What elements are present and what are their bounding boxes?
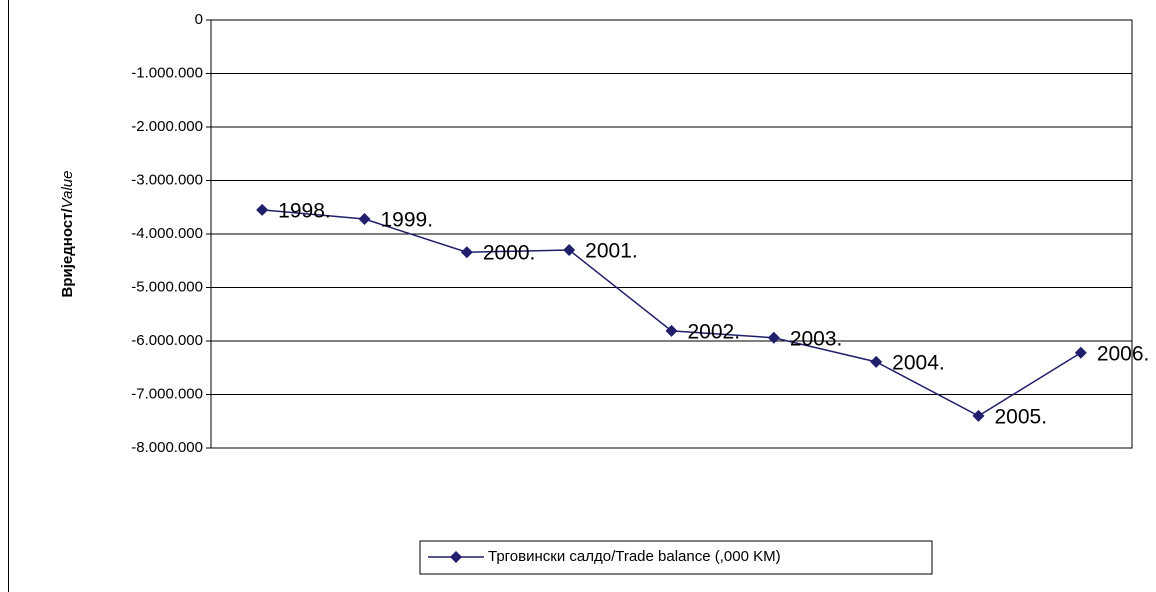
point-label: 2001. — [585, 240, 638, 263]
y-tick-label: -7.000.000 — [131, 385, 203, 402]
legend-label: Трговински салдо/Trade balance (,000 KM) — [488, 548, 781, 565]
y-tick-label: -3.000.000 — [131, 171, 203, 188]
legend-marker — [450, 551, 462, 563]
marker — [767, 331, 780, 344]
y-tick-label: -4.000.000 — [131, 225, 203, 242]
y-tick-label: -5.000.000 — [131, 278, 203, 295]
y-axis-label-italic: Value — [59, 171, 76, 209]
marker — [870, 355, 883, 368]
y-axis-label: Вриједност/Value — [59, 171, 76, 298]
point-label: 2000. — [483, 242, 536, 265]
y-tick-label: -1.000.000 — [131, 64, 203, 81]
marker — [460, 246, 473, 259]
legend — [419, 540, 933, 575]
point-label: 1998. — [278, 199, 331, 222]
point-label: 2003. — [790, 327, 843, 350]
point-label: 2006. — [1097, 342, 1150, 365]
y-tick-label: -8.000.000 — [131, 439, 203, 456]
marker — [972, 409, 985, 422]
marker — [665, 324, 678, 337]
y-tick-label: 0 — [195, 11, 203, 28]
marker — [256, 203, 269, 216]
point-label: 2002. — [688, 320, 741, 343]
marker — [563, 244, 576, 257]
marker — [1074, 346, 1087, 359]
point-label: 1999. — [381, 209, 434, 232]
line — [262, 209, 1082, 417]
y-tick-label: -6.000.000 — [131, 332, 203, 349]
y-axis-label-main: Вриједност/ — [59, 208, 76, 298]
y-tick-label: -2.000.000 — [131, 118, 203, 135]
point-label: 2004. — [892, 351, 945, 374]
marker — [358, 213, 371, 226]
point-label: 2005. — [995, 405, 1048, 428]
